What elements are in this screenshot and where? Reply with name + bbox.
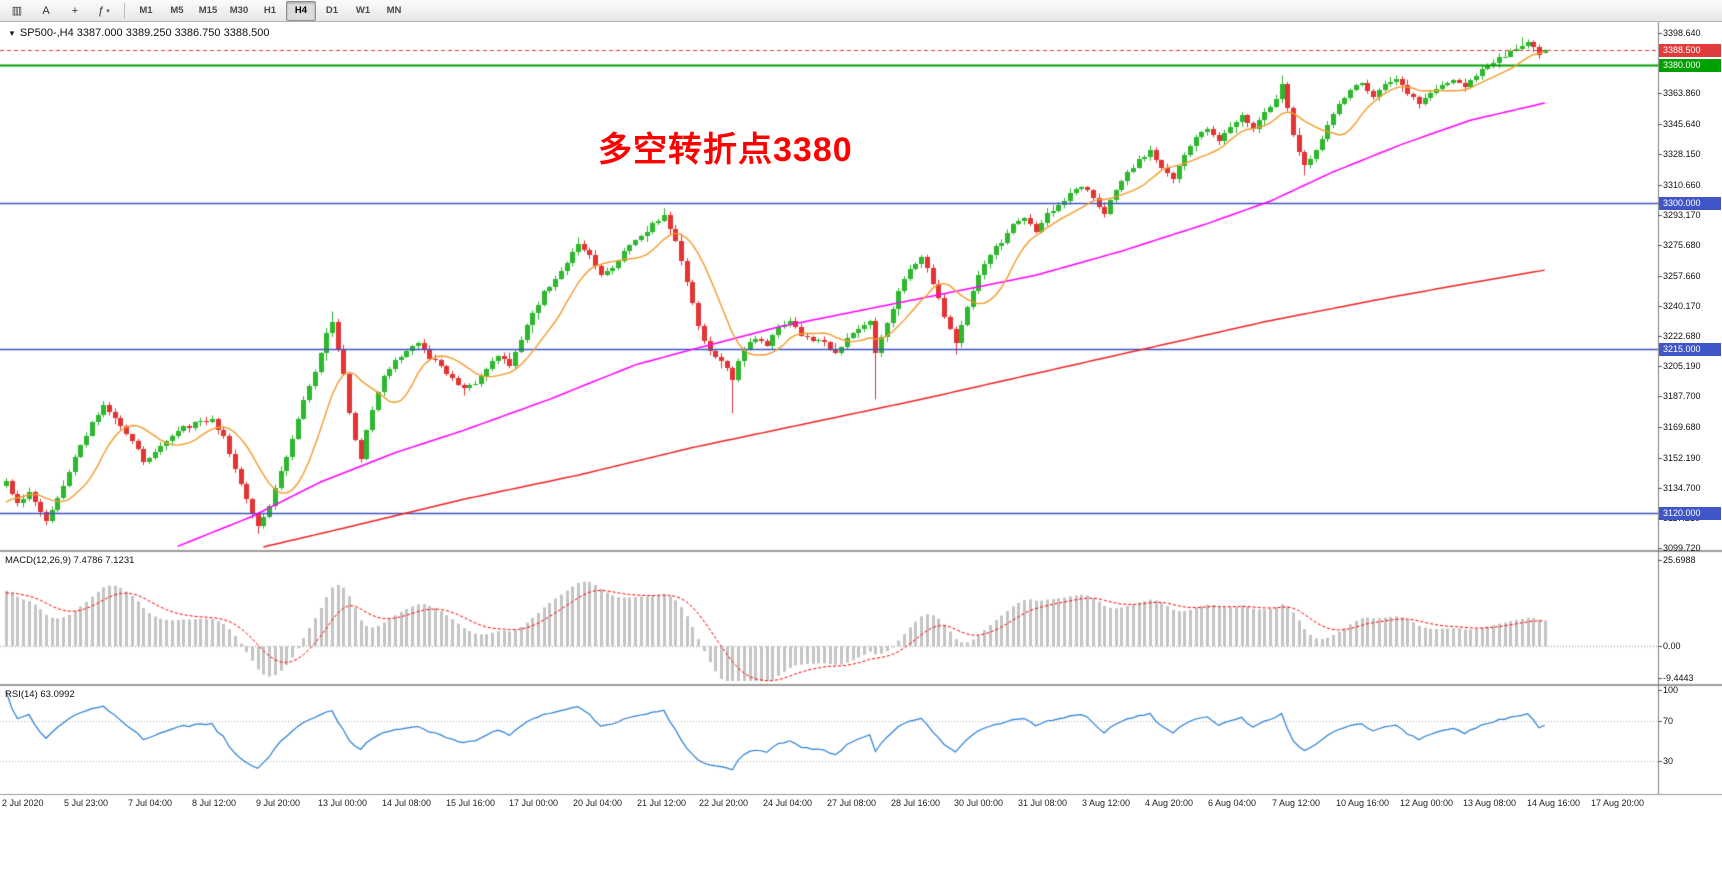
price-tick-label: 3310.660 [1663, 179, 1701, 190]
price-tick-label: 3152.190 [1663, 452, 1701, 463]
time-tick-label: 5 Jul 23:00 [64, 798, 109, 808]
time-tick-label: 31 Jul 08:00 [1018, 798, 1068, 808]
time-tick-label: 22 Jul 20:00 [699, 798, 749, 808]
rsi-tick-label: 70 [1663, 715, 1674, 726]
time-tick-label: 6 Aug 04:00 [1208, 798, 1257, 808]
time-tick-label: 8 Jul 12:00 [192, 798, 237, 808]
price-tick-label: 3293.170 [1663, 209, 1701, 220]
chart-annotation-text: 多空转折点3380 [598, 131, 853, 169]
time-tick-label: 13 Aug 08:00 [1463, 798, 1517, 808]
indicators-button[interactable]: ƒ ▾ [98, 4, 110, 17]
price-tick-label: 3205.190 [1663, 361, 1701, 372]
crosshair-button[interactable]: + [71, 4, 79, 17]
time-tick-label: 12 Aug 00:00 [1400, 798, 1454, 808]
rsi-tick-label: 30 [1663, 756, 1674, 767]
time-tick-label: 7 Jul 04:00 [128, 798, 173, 808]
time-tick-label: 20 Jul 04:00 [573, 798, 623, 808]
price-tick-label: 3328.150 [1663, 149, 1701, 160]
price-tick-label: 3257.660 [1663, 270, 1701, 281]
toolbar: ▥ A + ƒ ▾ M1 M5 M15 M30 H1 H4 D1 W1 MN [0, 0, 1722, 22]
timeframe-h4-button[interactable]: H4 [286, 0, 316, 21]
price-tick-label: 3222.680 [1663, 331, 1701, 342]
hline-3380-badge: 3380.000 [1659, 59, 1721, 73]
macd-tick-label: 0.00 [1663, 641, 1681, 652]
symbol-ohlc-text: SP500-,H4 3387.000 3389.250 3386.750 338… [19, 27, 270, 39]
timeframe-m5-button[interactable]: M5 [170, 5, 184, 16]
symbol-ohlc-info[interactable]: ▼ SP500-,H4 3387.000 3389.250 3386.750 33… [8, 27, 269, 39]
hline-3120-badge: 3120.000 [1659, 507, 1721, 521]
time-tick-label: 30 Jul 00:00 [954, 798, 1004, 808]
time-tick-label: 21 Jul 12:00 [637, 798, 687, 808]
macd-indicator-label: MACD(12,26,9) 7.4786 7.1231 [5, 555, 135, 566]
price-tick-label: 3345.640 [1663, 119, 1701, 130]
time-tick-label: 24 Jul 04:00 [763, 798, 813, 808]
chart-type-button[interactable]: ▥ [11, 5, 23, 17]
price-tick-label: 3398.640 [1663, 28, 1701, 38]
hline-3215-badge: 3215.000 [1659, 343, 1721, 357]
price-tick-label: 3099.720 [1663, 543, 1701, 553]
timeframe-m30-button[interactable]: M30 [229, 5, 249, 16]
toolbar-tools: ▥ A + ƒ ▾ [3, 1, 118, 21]
text-annotate-button[interactable]: A [42, 4, 50, 17]
macd-tick-label: 25.6988 [1663, 555, 1696, 565]
collapse-arrow-icon[interactable]: ▼ [8, 29, 16, 38]
time-tick-label: 7 Aug 12:00 [1272, 798, 1321, 808]
time-tick-label: 17 Aug 20:00 [1591, 798, 1645, 808]
time-tick-label: 14 Jul 08:00 [382, 798, 432, 808]
time-tick-label: 15 Jul 16:00 [446, 798, 496, 808]
timeframe-m1-button[interactable]: M1 [139, 5, 153, 16]
hline-3300-badge: 3300.000 [1659, 196, 1721, 210]
time-tick-label: 14 Aug 16:00 [1527, 798, 1581, 808]
time-tick-label: 13 Jul 00:00 [318, 798, 368, 808]
bid-price-badge: 3388.500 [1659, 44, 1721, 58]
rsi-indicator-label: RSI(14) 63.0992 [5, 689, 75, 700]
macd-tick-label: -9.4443 [1663, 673, 1694, 683]
price-tick-label: 3275.680 [1663, 239, 1701, 250]
timeframe-m15-button[interactable]: M15 [198, 5, 218, 16]
price-tick-label: 3363.860 [1663, 87, 1701, 98]
time-tick-label: 9 Jul 20:00 [256, 798, 301, 808]
time-tick-label: 28 Jul 16:00 [891, 798, 941, 808]
time-tick-label: 17 Jul 00:00 [509, 798, 559, 808]
rsi-tick-label: 100 [1663, 685, 1679, 695]
toolbar-separator [124, 2, 125, 19]
chevron-down-icon: ▾ [106, 7, 110, 15]
price-tick-label: 3169.680 [1663, 422, 1701, 433]
timeframe-w1-button[interactable]: W1 [355, 5, 371, 16]
price-tick-label: 3240.170 [1663, 301, 1701, 312]
time-tick-label: 4 Aug 20:00 [1145, 798, 1194, 808]
time-tick-label: 2 Jul 2020 [2, 798, 44, 808]
timeframe-h1-button[interactable]: H1 [263, 5, 277, 16]
time-tick-label: 27 Jul 08:00 [827, 798, 877, 808]
timeframe-buttons: M1 M5 M15 M30 H1 H4 D1 W1 MN [131, 0, 409, 21]
time-tick-label: 10 Aug 16:00 [1336, 798, 1390, 808]
price-tick-label: 3134.700 [1663, 482, 1701, 493]
price-tick-label: 3187.700 [1663, 391, 1701, 402]
time-tick-label: 3 Aug 12:00 [1082, 798, 1131, 808]
timeframe-d1-button[interactable]: D1 [325, 5, 339, 16]
timeframe-mn-button[interactable]: MN [386, 5, 402, 16]
